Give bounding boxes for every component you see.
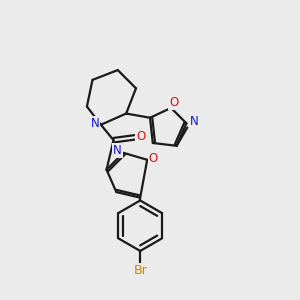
Text: O: O [149,152,158,165]
Text: N: N [190,116,199,128]
Text: N: N [90,117,99,130]
Text: O: O [136,130,146,143]
Text: O: O [169,96,178,109]
Text: Br: Br [133,264,147,277]
Text: N: N [113,144,122,157]
